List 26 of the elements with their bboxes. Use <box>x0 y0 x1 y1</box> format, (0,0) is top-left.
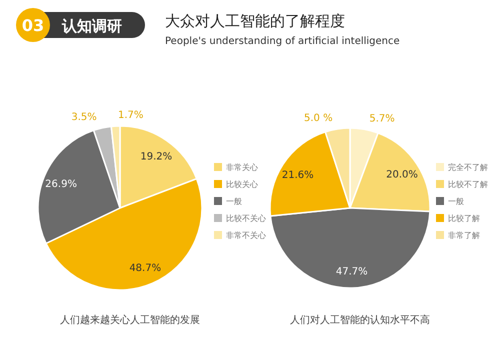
chart-title: 大众对人工智能的了解程度 <box>165 12 345 30</box>
legend-label: 比较了解 <box>448 214 480 223</box>
text: 人们越来越关心人工智能的发展 <box>60 314 200 326</box>
data-label: 5.7% <box>369 113 395 124</box>
data-label: 1.7% <box>118 110 144 122</box>
legend-label: 比较不关心 <box>226 214 266 223</box>
legend-label: 比较关心 <box>226 180 258 189</box>
text: 认知调研 <box>61 17 122 35</box>
legend-label: 一般 <box>226 197 242 206</box>
data-label: 19.2% <box>140 151 172 162</box>
legend-label: 非常了解 <box>448 231 480 240</box>
data-label: 3.5% <box>71 112 97 124</box>
data-label: 20.0% <box>386 170 418 181</box>
text: 人们对人工智能的认知水平不高 <box>290 314 430 326</box>
data-label: 26.9% <box>45 179 77 190</box>
data-label: 21.6% <box>282 170 314 181</box>
chart-subtitle: People's understanding of artificial intelligence <box>165 36 400 47</box>
data-label: 47.7% <box>336 266 368 278</box>
legend-label: 一般 <box>448 197 464 206</box>
data-label: 48.7% <box>129 262 162 274</box>
data-label: 5.0 % <box>304 113 333 124</box>
legend-label: 非常不关心 <box>226 231 266 240</box>
legend-label: 完全不了解 <box>448 163 488 172</box>
legend-label: 非常关心 <box>226 163 258 172</box>
legend-label: 比较不了解 <box>448 180 488 189</box>
text: 03 <box>22 16 44 35</box>
